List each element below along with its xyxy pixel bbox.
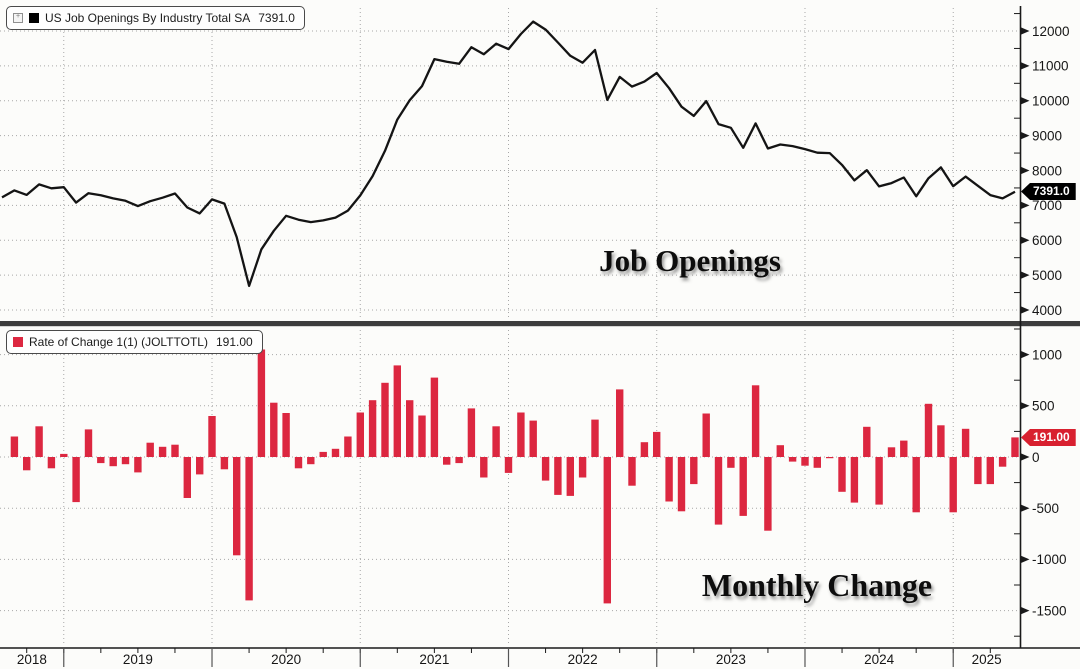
svg-text:0: 0 [1032,450,1040,465]
svg-text:4000: 4000 [1032,303,1062,318]
svg-text:7000: 7000 [1032,198,1062,213]
legend-expand-icon[interactable] [13,13,23,23]
svg-text:-1000: -1000 [1032,552,1067,567]
gridlines [0,8,1017,646]
svg-text:2025: 2025 [972,652,1002,667]
bar-series-rate-of-change [10,349,1019,604]
y-axis-ticks: 1200011000100009000800070006000500040001… [1014,13,1070,637]
svg-text:8000: 8000 [1032,163,1062,178]
legend-bottom-label: Rate of Change 1(1) (JOLTTOTL) [29,335,208,349]
legend-swatch-red [13,337,23,347]
svg-text:-1500: -1500 [1032,603,1067,618]
svg-text:2023: 2023 [716,652,746,667]
svg-text:2022: 2022 [568,652,598,667]
svg-text:6000: 6000 [1032,233,1062,248]
svg-text:2024: 2024 [864,652,895,667]
legend-top-series[interactable]: US Job Openings By Industry Total SA 739… [6,6,305,30]
svg-text:2018: 2018 [17,652,47,667]
svg-text:2021: 2021 [419,652,449,667]
svg-text:-500: -500 [1032,501,1059,516]
axes [0,6,1080,649]
panel-title-monthly-change: Monthly Change [701,567,933,603]
legend-top-value: 7391.0 [258,11,295,25]
panel-divider [0,321,1080,327]
line-series-job-openings [1,20,1016,288]
svg-text:10000: 10000 [1032,94,1070,109]
panel-title-job-openings: Job Openings [599,243,781,278]
svg-text:500: 500 [1032,399,1055,414]
x-axis: 2018 2019 2020 2021 2022 2023 2024 2025 [17,648,1002,667]
legend-bottom-series[interactable]: Rate of Change 1(1) (JOLTTOTL) 191.00 [6,330,263,354]
svg-text:5000: 5000 [1032,268,1062,283]
svg-text:1000: 1000 [1032,347,1062,362]
legend-top-label: US Job Openings By Industry Total SA [45,11,251,25]
svg-text:12000: 12000 [1032,24,1070,39]
legend-swatch-black [29,13,39,23]
last-value-tag-bottom: 191.00 [1021,429,1076,446]
svg-text:9000: 9000 [1032,128,1062,143]
svg-text:11000: 11000 [1032,59,1069,74]
legend-bottom-value: 191.00 [215,335,253,349]
svg-text:2019: 2019 [123,652,153,667]
svg-text:2020: 2020 [271,652,301,667]
last-value-tag-top: 7391.0 [1021,183,1076,200]
